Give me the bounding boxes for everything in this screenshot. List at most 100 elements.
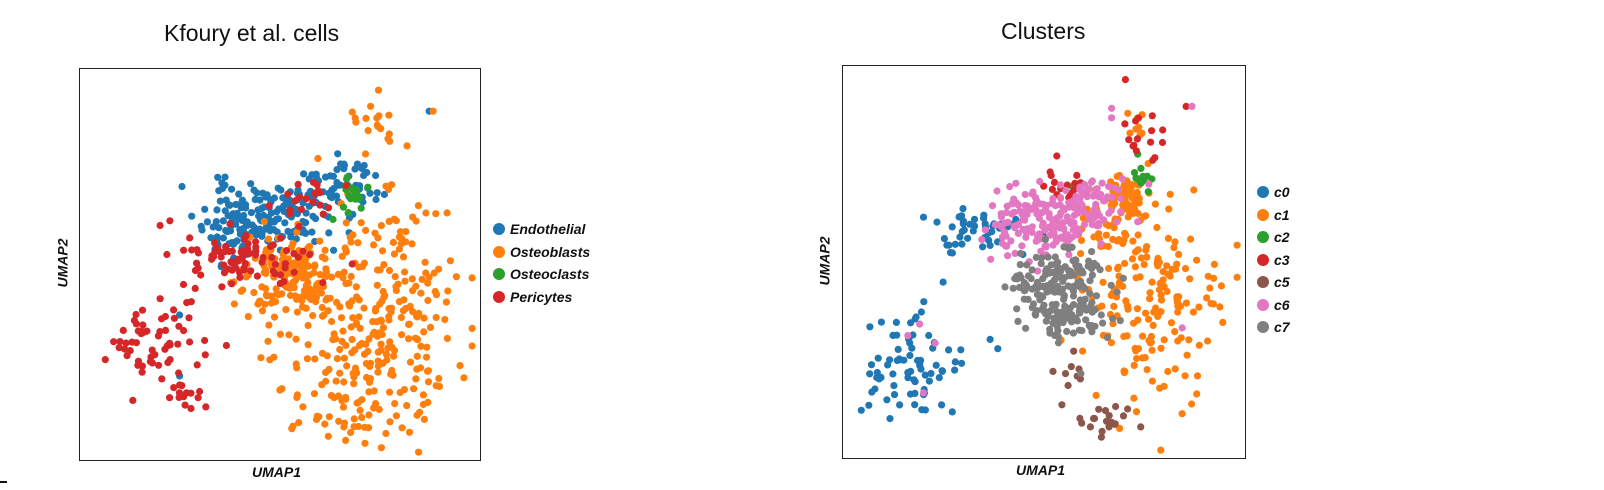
data-point bbox=[1075, 262, 1083, 270]
data-point bbox=[340, 165, 348, 173]
data-point bbox=[299, 403, 307, 411]
data-point bbox=[260, 218, 268, 226]
data-point bbox=[1087, 322, 1096, 330]
data-point bbox=[1016, 261, 1024, 269]
data-point bbox=[175, 322, 183, 330]
data-point bbox=[151, 351, 159, 359]
data-point bbox=[1049, 195, 1057, 203]
data-point bbox=[398, 331, 406, 339]
legend-label: c6 bbox=[1274, 296, 1290, 313]
data-point bbox=[1056, 221, 1064, 229]
data-point bbox=[1053, 152, 1061, 160]
data-point bbox=[316, 237, 324, 245]
data-point bbox=[351, 364, 360, 372]
data-point bbox=[380, 190, 388, 199]
data-point bbox=[1095, 219, 1103, 227]
data-point bbox=[1116, 317, 1124, 325]
data-point bbox=[1073, 317, 1081, 325]
data-point bbox=[273, 290, 281, 298]
data-point bbox=[1115, 281, 1123, 289]
data-point bbox=[1080, 303, 1088, 311]
data-point bbox=[386, 137, 394, 145]
data-point bbox=[247, 267, 255, 275]
data-point bbox=[1081, 181, 1089, 189]
data-point bbox=[1177, 334, 1185, 342]
data-point bbox=[871, 385, 879, 393]
data-point bbox=[1071, 179, 1079, 187]
data-point bbox=[228, 185, 236, 193]
data-point bbox=[1157, 344, 1165, 352]
data-point bbox=[1128, 202, 1136, 210]
data-point bbox=[945, 346, 953, 354]
data-point bbox=[1074, 279, 1082, 287]
data-point bbox=[290, 268, 298, 276]
data-point bbox=[1137, 423, 1145, 431]
data-point bbox=[132, 339, 140, 347]
data-point bbox=[1219, 318, 1227, 326]
data-point bbox=[1139, 332, 1147, 340]
data-point bbox=[1076, 414, 1084, 422]
data-point bbox=[1089, 192, 1097, 200]
data-point bbox=[379, 324, 388, 332]
data-point bbox=[209, 223, 217, 231]
legend-label: c5 bbox=[1274, 274, 1290, 291]
data-point bbox=[1075, 326, 1083, 334]
data-point bbox=[932, 361, 940, 369]
data-point bbox=[857, 406, 865, 414]
data-point bbox=[286, 210, 294, 218]
data-point bbox=[1070, 347, 1078, 355]
data-point bbox=[1142, 309, 1150, 317]
data-point bbox=[318, 381, 326, 389]
data-point bbox=[267, 299, 275, 307]
data-point bbox=[277, 234, 285, 242]
data-point bbox=[364, 183, 372, 191]
data-point bbox=[435, 265, 443, 273]
data-point bbox=[337, 314, 346, 322]
data-point bbox=[1059, 319, 1067, 327]
data-point bbox=[353, 160, 362, 168]
data-point bbox=[468, 274, 476, 282]
data-point bbox=[1204, 337, 1212, 345]
data-point bbox=[1009, 284, 1017, 292]
data-point bbox=[350, 423, 358, 431]
data-point bbox=[1090, 233, 1098, 241]
data-point bbox=[320, 272, 328, 280]
data-point bbox=[116, 338, 124, 346]
legend-label: Pericytes bbox=[510, 288, 573, 305]
data-point bbox=[940, 235, 948, 243]
data-point bbox=[193, 246, 201, 254]
data-point bbox=[1080, 208, 1088, 216]
data-point bbox=[375, 405, 383, 414]
data-point bbox=[230, 300, 238, 308]
data-point bbox=[993, 187, 1001, 195]
data-point bbox=[219, 217, 227, 225]
data-point bbox=[294, 180, 302, 188]
data-point bbox=[202, 403, 210, 411]
data-point bbox=[1014, 317, 1022, 325]
data-point bbox=[1116, 424, 1124, 432]
data-point bbox=[1193, 390, 1201, 398]
data-point bbox=[351, 114, 359, 122]
data-point bbox=[951, 358, 959, 366]
data-point bbox=[1134, 246, 1142, 254]
data-point bbox=[293, 308, 301, 316]
data-point bbox=[1088, 328, 1096, 336]
data-point bbox=[1195, 303, 1203, 311]
data-point bbox=[163, 250, 171, 259]
legend-label: c7 bbox=[1274, 319, 1290, 336]
data-point bbox=[468, 342, 476, 350]
data-point bbox=[918, 406, 926, 414]
data-point bbox=[1109, 235, 1117, 243]
data-point bbox=[402, 228, 410, 236]
data-point bbox=[348, 260, 356, 268]
data-point bbox=[256, 196, 264, 204]
data-point bbox=[381, 292, 389, 300]
data-point bbox=[1034, 267, 1042, 275]
data-point bbox=[366, 375, 374, 383]
data-point bbox=[959, 205, 967, 213]
data-point bbox=[1186, 275, 1194, 283]
data-point bbox=[324, 307, 332, 315]
data-point bbox=[1056, 194, 1065, 203]
data-point bbox=[385, 111, 393, 119]
data-point bbox=[1158, 138, 1167, 147]
